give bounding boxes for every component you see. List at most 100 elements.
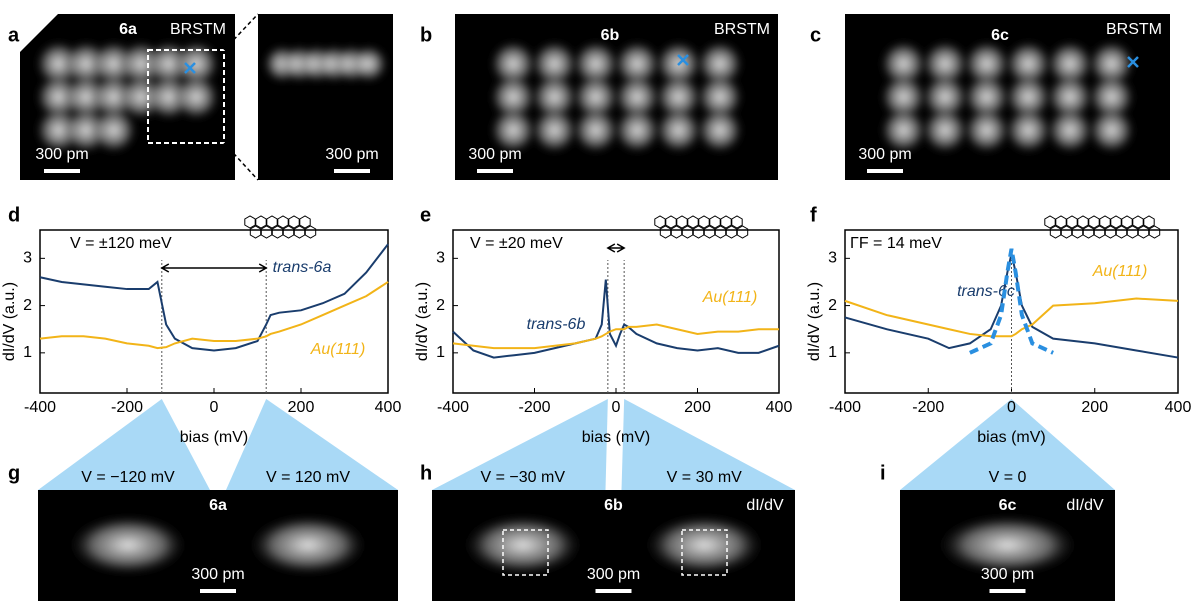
ring — [1127, 226, 1137, 238]
ring — [272, 226, 282, 238]
blob — [655, 107, 701, 153]
ring — [1072, 226, 1082, 238]
x-tick-label: -400 — [24, 399, 56, 416]
series-label: trans-6b — [527, 316, 586, 333]
blob — [173, 74, 219, 120]
y-tick-label: 2 — [23, 297, 32, 314]
y-axis-label: dI/dV (a.u.) — [806, 282, 823, 361]
panel-label: h — [420, 462, 432, 484]
blob — [1005, 107, 1051, 153]
y-tick-label: 2 — [828, 297, 837, 314]
x-tick-label: -400 — [829, 399, 861, 416]
series-label: Au(111) — [1092, 263, 1148, 280]
scale-bar — [200, 589, 236, 593]
scale-label: 300 pm — [191, 566, 244, 583]
panel-label: d — [8, 204, 20, 226]
mode-label: dI/dV — [746, 497, 784, 514]
ring — [660, 226, 670, 238]
blob — [922, 107, 968, 153]
blob — [1047, 107, 1093, 153]
x-tick-label: -200 — [518, 399, 550, 416]
map-bias-label: V = 0 — [989, 469, 1027, 486]
ring — [726, 226, 736, 238]
y-tick-label: 3 — [23, 250, 32, 267]
x-tick-label: -200 — [912, 399, 944, 416]
ring — [283, 226, 293, 238]
molecule-blob — [69, 515, 188, 575]
ring — [721, 216, 731, 228]
y-tick-label: 1 — [23, 344, 32, 361]
x-tick-label: 400 — [375, 399, 402, 416]
y-axis-label: dI/dV (a.u.) — [414, 282, 431, 361]
scale-bar — [477, 169, 513, 173]
ring — [289, 216, 299, 228]
scale-label: 300 pm — [858, 146, 911, 163]
x-tick-label: 0 — [612, 399, 621, 416]
mode-label: BRSTM — [170, 21, 226, 38]
ring — [278, 216, 288, 228]
ring — [1089, 216, 1099, 228]
blob — [963, 107, 1009, 153]
molecule-label: 6a — [209, 497, 227, 514]
blob — [697, 107, 743, 153]
x-tick-label: 200 — [1081, 399, 1108, 416]
scale-label: 300 pm — [35, 146, 88, 163]
series-label: Au(111) — [702, 289, 758, 306]
ring — [250, 226, 260, 238]
ring — [1133, 216, 1143, 228]
molecule-label: 6b — [604, 497, 623, 514]
panel-label: e — [420, 204, 431, 226]
ring — [256, 216, 266, 228]
ring — [261, 226, 271, 238]
blob — [614, 107, 660, 153]
series-label: Au(111) — [310, 341, 366, 358]
ring — [1100, 216, 1110, 228]
molecule-sketch — [655, 216, 748, 238]
ring — [688, 216, 698, 228]
ring — [1122, 216, 1132, 228]
molecule-sketch — [1045, 216, 1160, 238]
scale-bar — [596, 589, 632, 593]
molecule-sketch — [245, 216, 316, 238]
figure: 6aBRSTM300 pm300 pm6bBRSTM300 pm6cBRSTM3… — [0, 0, 1195, 601]
ring — [300, 216, 310, 228]
map-bias-label: V = 120 mV — [266, 469, 350, 486]
x-tick-label: 400 — [766, 399, 793, 416]
ring — [710, 216, 720, 228]
molecule-blob — [644, 515, 764, 575]
image-texture — [263, 45, 387, 83]
panel-label: a — [8, 24, 20, 46]
molecule-label: 6a — [119, 21, 137, 38]
panel-label: g — [8, 462, 20, 484]
annotation: V = ±120 meV — [70, 235, 172, 252]
ring — [1138, 226, 1148, 238]
plot-frame — [40, 230, 388, 393]
ring — [671, 226, 681, 238]
molecule-label: 6c — [991, 27, 1009, 44]
y-tick-label: 2 — [436, 297, 445, 314]
x-tick-label: -400 — [437, 399, 469, 416]
scale-label: 300 pm — [468, 146, 521, 163]
annotation: ΓF = 14 meV — [850, 235, 942, 252]
ring — [1105, 226, 1115, 238]
series-line — [40, 282, 388, 348]
ring — [1083, 226, 1093, 238]
ring — [294, 226, 304, 238]
ring — [1067, 216, 1077, 228]
map-bias-label: V = 30 mV — [667, 469, 742, 486]
blob — [531, 107, 577, 153]
molecule-blob — [463, 515, 583, 575]
blob — [1088, 107, 1134, 153]
panel-label: c — [810, 24, 821, 46]
y-tick-label: 3 — [436, 250, 445, 267]
panel-label: i — [880, 462, 886, 484]
ring — [1050, 226, 1060, 238]
blob — [91, 107, 137, 153]
y-axis-label: dI/dV (a.u.) — [1, 282, 18, 361]
annotation: V = ±20 meV — [470, 235, 563, 252]
x-axis-label: bias (mV) — [977, 429, 1045, 446]
ring — [1149, 226, 1159, 238]
map-bias-label: V = −120 mV — [81, 469, 175, 486]
x-tick-label: 200 — [288, 399, 315, 416]
scale-label: 300 pm — [325, 146, 378, 163]
